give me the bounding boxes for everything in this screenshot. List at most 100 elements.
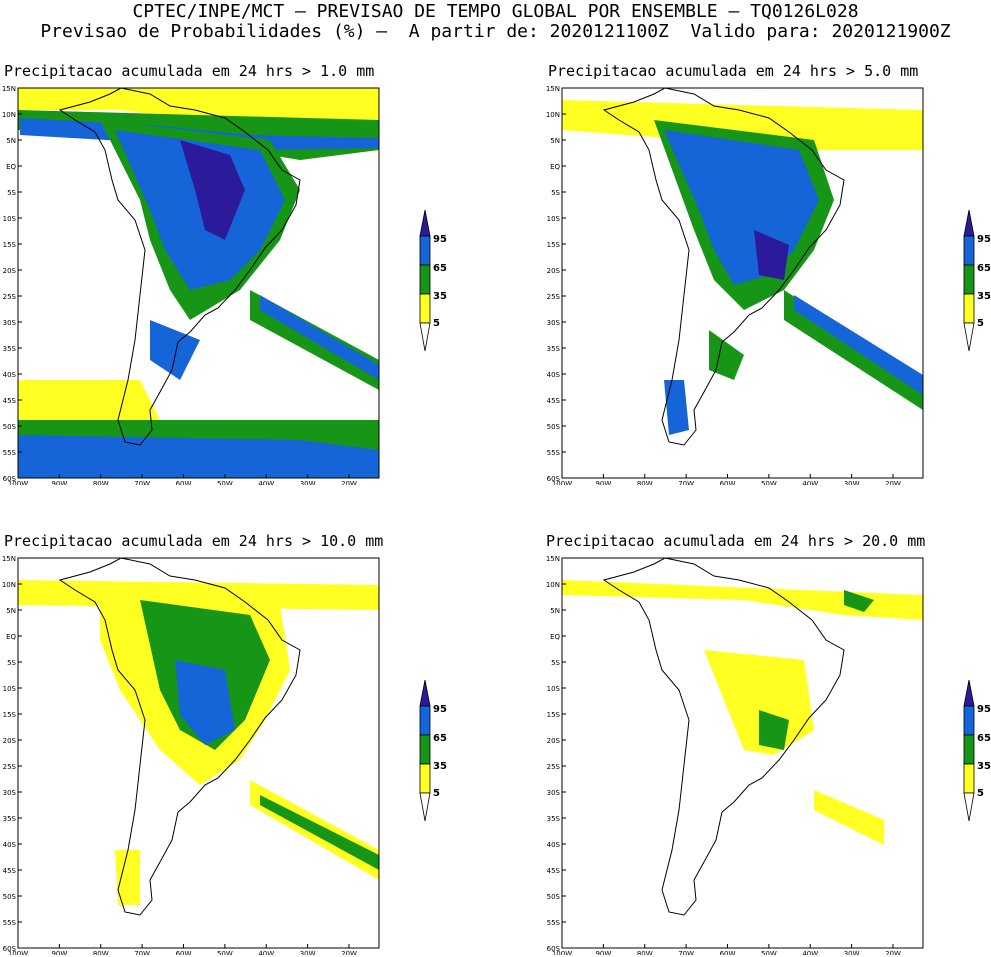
lat-label: 50S	[547, 893, 561, 901]
lat-label: 15S	[3, 711, 17, 719]
colorbar-label: 95	[433, 704, 447, 715]
lat-label: 5S	[551, 189, 560, 197]
lat-label: 45S	[547, 867, 561, 875]
lon-label: 50W	[217, 950, 233, 955]
lat-label: 30S	[547, 789, 561, 797]
lat-label: 40S	[547, 841, 561, 849]
lon-label: 80W	[93, 480, 109, 485]
colorbar-segment	[963, 235, 975, 266]
colorbar-segment	[419, 293, 431, 324]
lat-label: EQ	[6, 163, 16, 171]
lat-label: 35S	[3, 815, 17, 823]
colorbar-triangle-top	[419, 679, 431, 707]
lon-label: 40W	[258, 480, 274, 485]
colorbar-label: 5	[433, 318, 440, 329]
lat-label: 35S	[547, 345, 561, 353]
lat-label: EQ	[550, 633, 560, 641]
colorbar-triangle-bottom	[963, 322, 975, 352]
lat-label: 55S	[3, 449, 17, 457]
lat-label: 10S	[547, 685, 561, 693]
colorbar-triangle-top	[963, 209, 975, 237]
probability-map-10mm: 15N 10N 5N EQ 5S 10S 15S 20S 25S 30S 35S 40S 45S 50S 5…	[2, 555, 380, 955]
lat-label: 50S	[547, 423, 561, 431]
lat-label: 20S	[3, 737, 17, 745]
colorbar-label: 95	[977, 704, 991, 715]
lon-label: 80W	[637, 480, 653, 485]
colorbar-label: 35	[977, 291, 991, 302]
lon-label: 20W	[341, 480, 357, 485]
colorbar-label: 5	[977, 788, 984, 799]
colorbar-label: 95	[433, 234, 447, 245]
colorbar-label: 5	[977, 318, 984, 329]
colorbar-label: 95	[977, 234, 991, 245]
colorbar-label: 65	[433, 263, 447, 274]
colorbar-label: 35	[433, 291, 447, 302]
lat-label: 10S	[3, 685, 17, 693]
probability-map-5mm: 15N 10N 5N EQ 5S 10S 15S 20S 25S 30S 35S 40S 45S 50S 5…	[546, 85, 924, 485]
lon-label: 70W	[134, 950, 150, 955]
colorbar-segment	[419, 763, 431, 794]
lat-label: 60S	[3, 945, 17, 953]
lat-label: 20S	[547, 737, 561, 745]
colorbar-label: 35	[977, 761, 991, 772]
lat-label: 15S	[3, 241, 17, 249]
lat-label: 25S	[547, 763, 561, 771]
lon-label: 100W	[8, 950, 28, 955]
lat-label: 15S	[547, 711, 561, 719]
lat-label: 30S	[3, 319, 17, 327]
lon-label: 30W	[844, 950, 860, 955]
colorbar-triangle-bottom	[419, 322, 431, 352]
lon-label: 90W	[51, 950, 67, 955]
lon-label: 70W	[134, 480, 150, 485]
lat-label: EQ	[6, 633, 16, 641]
lat-label: 10S	[547, 215, 561, 223]
lat-label: 55S	[547, 919, 561, 927]
colorbar-label: 65	[977, 733, 991, 744]
lon-label: 100W	[8, 480, 28, 485]
lat-label: 40S	[3, 841, 17, 849]
lon-label: 40W	[258, 950, 274, 955]
colorbar-label: 5	[433, 788, 440, 799]
lat-label: 45S	[3, 397, 17, 405]
map-plot-area: 15N 10N 5N EQ 5S 10S 15S 20S 25S 30S 35S 40S 45S 50S 5…	[546, 85, 924, 485]
lat-label: 15N	[546, 85, 560, 93]
lon-label: 30W	[844, 480, 860, 485]
lat-label: 50S	[3, 423, 17, 431]
lat-label: 15S	[547, 241, 561, 249]
lon-label: 70W	[678, 480, 694, 485]
lat-label: 35S	[547, 815, 561, 823]
lat-label: 15N	[2, 555, 16, 563]
lat-label: 50S	[3, 893, 17, 901]
lon-label: 50W	[761, 950, 777, 955]
lon-label: 40W	[802, 480, 818, 485]
lat-label: 20S	[547, 267, 561, 275]
lat-label: 5S	[7, 189, 16, 197]
lon-label: 30W	[300, 950, 316, 955]
panel-title-1mm: Precipitacao acumulada em 24 hrs > 1.0 m…	[4, 62, 375, 80]
lat-label: 10S	[3, 215, 17, 223]
lat-label: 5N	[6, 607, 16, 615]
figure-subtitle: Previsao de Probabilidades (%) – A parti…	[40, 21, 951, 42]
colorbar-label: 65	[977, 263, 991, 274]
lon-label: 90W	[595, 480, 611, 485]
colorbar-segment	[963, 705, 975, 736]
probability-map-1mm: 15N 10N 5N EQ 5S 10S 15S 20S 25S 30S 35S 40S 45S 50S 5…	[2, 85, 380, 485]
lon-label: 80W	[93, 950, 109, 955]
figure-title: CPTEC/INPE/MCT – PREVISAO DE TEMPO GLOBA…	[132, 1, 859, 22]
lon-label: 100W	[552, 950, 572, 955]
lon-label: 20W	[885, 480, 901, 485]
lat-label: 25S	[3, 293, 17, 301]
lon-label: 80W	[637, 950, 653, 955]
lat-label: 60S	[547, 945, 561, 953]
lat-label: 10N	[546, 111, 560, 119]
colorbar-triangle-bottom	[419, 792, 431, 822]
map-plot-area: 15N 10N 5N EQ 5S 10S 15S 20S 25S 30S 35S 40S 45S 50S 5…	[2, 555, 380, 955]
lat-label: 15N	[546, 555, 560, 563]
colorbar-segment	[963, 763, 975, 794]
colorbar-triangle-top	[419, 209, 431, 237]
colorbar-triangle-bottom	[963, 792, 975, 822]
lon-label: 60W	[720, 950, 736, 955]
colorbar-segment	[963, 264, 975, 295]
colorbar-5mm: 95 65 35 5	[963, 209, 991, 352]
lat-label: 10N	[546, 581, 560, 589]
